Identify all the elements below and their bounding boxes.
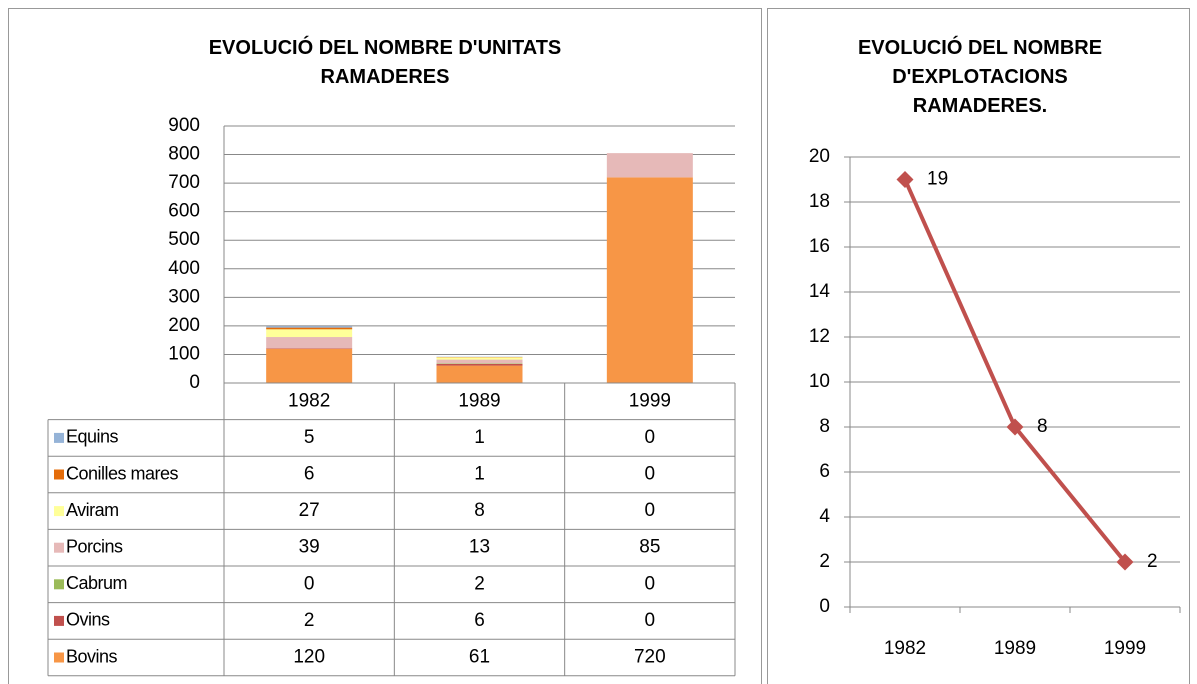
legend-label: Ovins bbox=[66, 610, 110, 630]
table-value: 85 bbox=[639, 537, 660, 558]
y-tick-label: 0 bbox=[819, 596, 830, 617]
table-value: 5 bbox=[304, 427, 315, 448]
legend-swatch bbox=[54, 506, 64, 517]
table-value: 2 bbox=[474, 573, 485, 594]
x-tick-label: 1999 bbox=[629, 390, 671, 411]
x-tick-label: 1982 bbox=[884, 638, 926, 659]
y-tick-label: 14 bbox=[809, 281, 831, 302]
x-tick-label: 1989 bbox=[994, 638, 1036, 659]
legend-swatch bbox=[54, 579, 64, 590]
bar-segment bbox=[266, 329, 353, 338]
bar-segment bbox=[436, 357, 523, 360]
table-value: 61 bbox=[469, 647, 490, 668]
table-value: 13 bbox=[469, 537, 490, 558]
y-tick-label: 4 bbox=[819, 506, 830, 527]
table-value: 0 bbox=[645, 427, 656, 448]
y-tick-label: 20 bbox=[809, 146, 830, 167]
y-tick-label: 600 bbox=[168, 201, 200, 222]
y-tick-label: 8 bbox=[819, 416, 830, 437]
y-tick-label: 900 bbox=[168, 115, 200, 136]
table-value: 6 bbox=[304, 464, 315, 485]
bar-segment bbox=[266, 348, 353, 349]
y-tick-label: 800 bbox=[168, 144, 200, 165]
legend-swatch bbox=[54, 469, 64, 480]
legend-swatch bbox=[54, 542, 64, 553]
chart-title: EVOLUCIÓ DEL NOMBRE D'UNITATS RAMADERES bbox=[208, 37, 562, 88]
table-value: 1 bbox=[474, 464, 485, 485]
table-value: 27 bbox=[299, 500, 320, 521]
x-tick-label: 1989 bbox=[458, 390, 500, 411]
bar-segment bbox=[436, 359, 523, 364]
x-tick-label: 1999 bbox=[1104, 638, 1146, 659]
legend-label: Conilles mares bbox=[66, 463, 179, 483]
legend-label: Porcins bbox=[66, 536, 123, 556]
y-tick-label: 400 bbox=[168, 258, 200, 279]
table-value: 0 bbox=[645, 500, 656, 521]
bar-segment bbox=[266, 327, 353, 330]
y-tick-label: 100 bbox=[168, 343, 200, 364]
y-tick-label: 700 bbox=[168, 172, 200, 193]
legend-swatch bbox=[54, 652, 64, 663]
y-tick-label: 10 bbox=[809, 371, 830, 392]
x-tick-label: 1982 bbox=[288, 390, 330, 411]
bar-segment bbox=[436, 363, 523, 364]
panel-border bbox=[767, 8, 1190, 684]
data-label: 8 bbox=[1037, 416, 1048, 437]
panel-border bbox=[8, 8, 762, 684]
legend-label: Cabrum bbox=[66, 573, 127, 593]
bar-segment bbox=[266, 348, 353, 383]
table-value: 2 bbox=[304, 610, 315, 631]
y-tick-label: 200 bbox=[168, 315, 200, 336]
y-tick-label: 0 bbox=[189, 372, 200, 393]
y-tick-label: 500 bbox=[168, 229, 200, 250]
bar-segment bbox=[436, 365, 523, 383]
legend-swatch bbox=[54, 615, 64, 626]
table-value: 0 bbox=[304, 573, 315, 594]
marker bbox=[1006, 418, 1024, 436]
table-value: 0 bbox=[645, 573, 656, 594]
legend-label: Bovins bbox=[66, 646, 118, 666]
marker bbox=[896, 171, 914, 188]
y-tick-label: 18 bbox=[809, 191, 830, 212]
y-tick-label: 6 bbox=[819, 461, 830, 482]
table-value: 8 bbox=[474, 500, 485, 521]
line bbox=[903, 178, 1127, 564]
bar-segment bbox=[266, 326, 353, 328]
y-tick-label: 2 bbox=[819, 551, 830, 572]
table-value: 6 bbox=[474, 610, 485, 631]
bar-segment bbox=[436, 363, 523, 366]
legend-label: Aviram bbox=[66, 500, 119, 520]
table-value: 1 bbox=[474, 427, 485, 448]
table-value: 39 bbox=[299, 537, 320, 558]
table-value: 0 bbox=[645, 464, 656, 485]
data-label: 19 bbox=[927, 169, 948, 190]
legend-swatch bbox=[54, 432, 64, 443]
chart-title: EVOLUCIÓ DEL NOMBRE D'EXPLOTACIONS RAMAD… bbox=[857, 37, 1103, 117]
y-tick-label: 300 bbox=[168, 286, 200, 307]
data-label: 2 bbox=[1147, 551, 1158, 572]
y-tick-label: 16 bbox=[809, 236, 830, 257]
bar-segment bbox=[606, 153, 693, 178]
bar-segment bbox=[606, 177, 693, 383]
legend-label: Equins bbox=[66, 427, 119, 447]
marker bbox=[1116, 553, 1134, 571]
table-value: 720 bbox=[634, 647, 666, 668]
bar-segment bbox=[266, 337, 353, 349]
table-value: 120 bbox=[293, 647, 325, 668]
y-tick-label: 12 bbox=[809, 326, 830, 347]
table-value: 0 bbox=[645, 610, 656, 631]
